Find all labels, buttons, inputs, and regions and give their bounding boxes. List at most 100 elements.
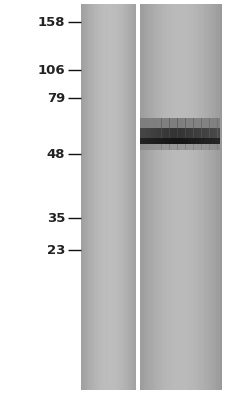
Bar	[186, 4, 188, 390]
Bar	[136, 4, 139, 390]
Bar	[155, 118, 158, 138]
Bar	[179, 144, 182, 150]
Bar	[103, 4, 105, 390]
Bar	[150, 128, 153, 144]
Bar	[174, 144, 177, 150]
Bar	[185, 118, 188, 138]
Bar	[179, 128, 182, 144]
Text: 79: 79	[47, 92, 65, 104]
Bar	[140, 118, 143, 138]
Bar	[139, 4, 142, 390]
Bar	[86, 4, 88, 390]
Bar	[88, 4, 89, 390]
Bar	[155, 128, 158, 144]
Bar	[167, 4, 169, 390]
Bar	[214, 118, 217, 138]
Bar	[187, 144, 190, 150]
Bar	[200, 144, 203, 150]
Bar	[215, 4, 217, 390]
Bar	[123, 4, 125, 390]
Bar	[145, 128, 148, 144]
Bar	[115, 4, 116, 390]
Text: 106: 106	[37, 64, 65, 76]
Bar	[214, 128, 217, 144]
Bar	[209, 4, 211, 390]
Bar	[206, 128, 209, 144]
Bar	[112, 4, 113, 390]
Bar	[185, 144, 188, 150]
Bar	[171, 4, 173, 390]
Bar	[216, 118, 219, 138]
Bar	[214, 144, 217, 150]
Bar	[105, 4, 106, 390]
Text: 48: 48	[46, 148, 65, 160]
Bar	[142, 144, 145, 150]
Bar	[127, 4, 129, 390]
Bar	[148, 4, 150, 390]
Bar	[192, 4, 194, 390]
Bar	[100, 4, 102, 390]
Bar	[150, 118, 153, 138]
Bar	[106, 4, 108, 390]
Bar	[174, 128, 177, 144]
Bar	[81, 4, 82, 390]
Bar	[89, 4, 91, 390]
Bar	[84, 4, 85, 390]
Bar	[95, 4, 96, 390]
Bar	[126, 4, 127, 390]
Bar	[163, 4, 165, 390]
Bar	[158, 128, 161, 144]
Bar	[208, 128, 211, 144]
Bar	[153, 118, 156, 138]
Bar	[163, 144, 166, 150]
Bar	[190, 4, 192, 390]
Bar	[175, 4, 177, 390]
Bar	[153, 144, 156, 150]
Text: 35: 35	[46, 212, 65, 224]
Bar	[217, 4, 219, 390]
Bar	[82, 4, 83, 390]
Bar	[203, 144, 206, 150]
Bar	[136, 4, 137, 390]
Bar	[125, 4, 126, 390]
Bar	[208, 144, 211, 150]
Bar	[113, 4, 115, 390]
Bar	[144, 4, 146, 390]
Bar	[158, 144, 161, 150]
Bar	[171, 128, 174, 144]
Bar	[185, 128, 188, 144]
Bar	[96, 4, 98, 390]
Bar	[211, 128, 214, 144]
Bar	[190, 128, 193, 144]
Bar	[91, 4, 92, 390]
Bar	[133, 4, 134, 390]
Bar	[219, 4, 221, 390]
Bar	[192, 128, 195, 144]
Bar	[135, 4, 136, 390]
Bar	[122, 4, 123, 390]
Bar	[216, 144, 219, 150]
Bar	[177, 144, 180, 150]
Bar	[179, 118, 182, 138]
Bar	[150, 144, 153, 150]
Bar	[187, 128, 190, 144]
Bar	[203, 118, 206, 138]
Bar	[155, 144, 158, 150]
Bar	[207, 4, 209, 390]
Bar	[198, 118, 201, 138]
Bar	[213, 4, 215, 390]
Bar	[165, 4, 167, 390]
Bar	[211, 118, 214, 138]
Bar	[211, 4, 213, 390]
Bar	[190, 144, 193, 150]
Bar	[129, 4, 130, 390]
Bar	[93, 4, 95, 390]
Bar	[140, 144, 143, 150]
Bar	[142, 118, 145, 138]
Bar	[200, 4, 202, 390]
Bar	[110, 4, 112, 390]
Bar	[182, 118, 185, 138]
Bar	[102, 4, 103, 390]
Bar	[166, 118, 169, 138]
Bar	[148, 128, 151, 144]
